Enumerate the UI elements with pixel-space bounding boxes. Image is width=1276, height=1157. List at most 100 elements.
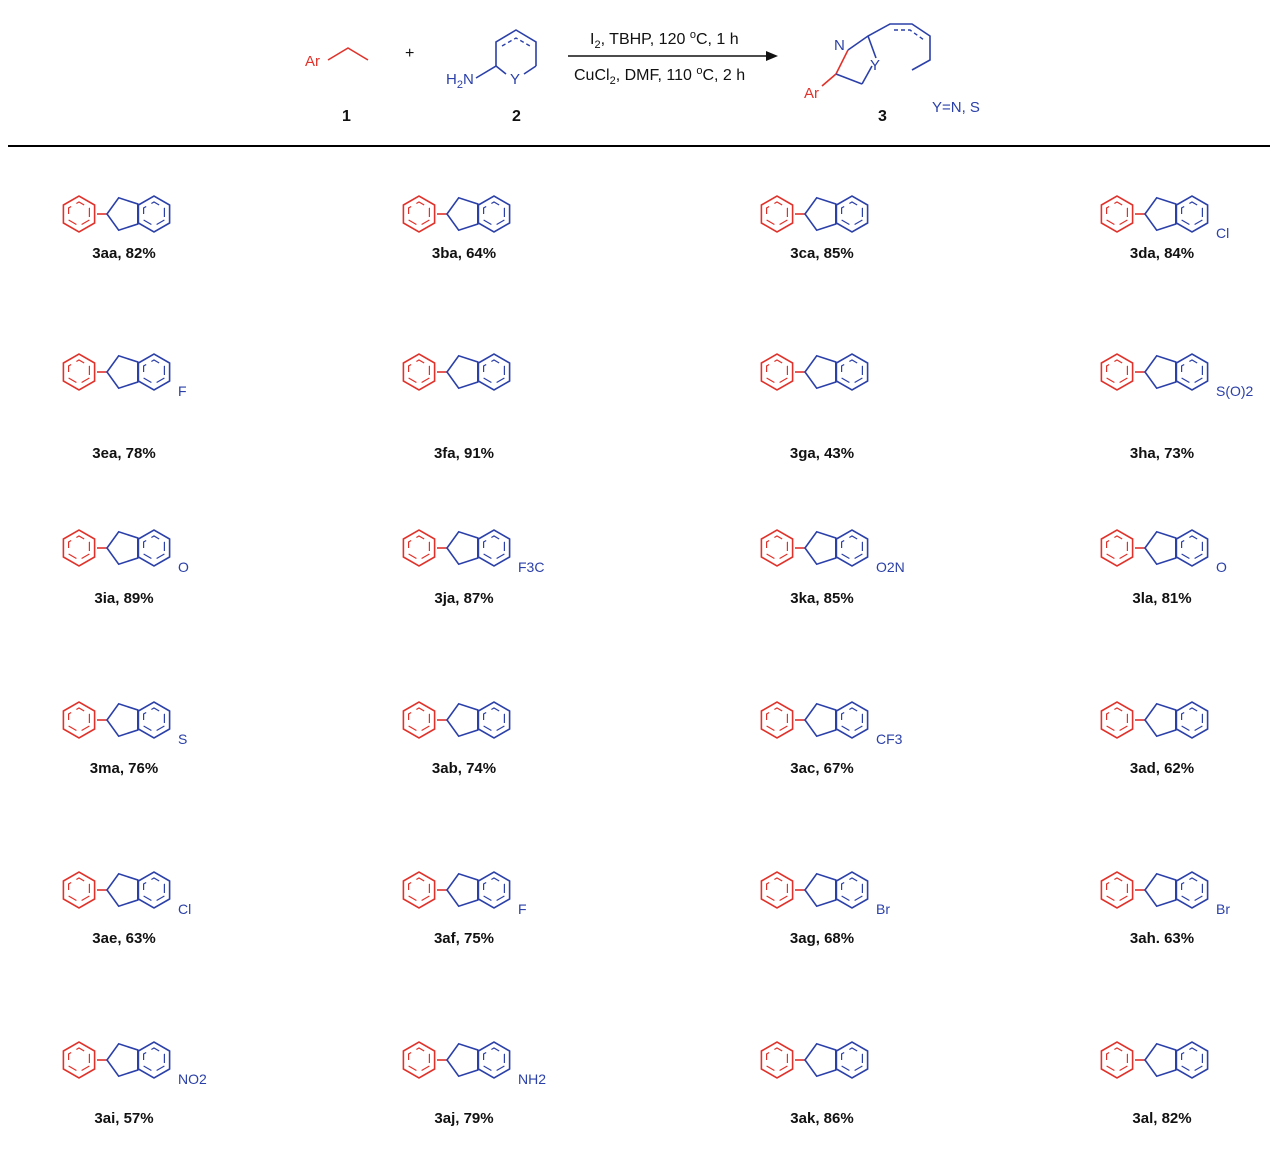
compound-3ia: O 3ia, 89% xyxy=(62,529,189,607)
compound-3ma: S 3ma, 76% xyxy=(62,701,187,777)
azole-ring xyxy=(446,872,479,908)
azole-ring xyxy=(804,530,837,566)
compound-label: 3ag, 68% xyxy=(790,930,854,947)
reaction-scheme: Ar 1 + H2N Y 2 I2, TBHP, 120 oC, 1 h CuC… xyxy=(8,23,1270,147)
compound-3ad: 3ad, 62% xyxy=(1100,701,1209,777)
product-y: Y xyxy=(870,57,880,74)
pyridine-ring xyxy=(477,195,511,233)
product-number: 3 xyxy=(878,108,887,125)
compound-3ba: 3ba, 64% xyxy=(402,195,511,262)
compound-3ag: Br 3ag, 68% xyxy=(760,871,890,947)
aryl-ring xyxy=(760,871,794,909)
substituent-label: F xyxy=(518,901,527,917)
substituent-label: CF3 xyxy=(876,731,903,747)
pyridine-inner-bonds xyxy=(1180,201,1204,227)
pyridine-inner-bonds xyxy=(840,201,864,227)
compound-3ae: Cl 3ae, 63% xyxy=(62,871,191,947)
pyridine-ring xyxy=(137,1041,171,1079)
compound-3la: O 3la, 81% xyxy=(1100,529,1227,607)
aryl-inner-bonds xyxy=(765,1047,789,1073)
aryl-ring xyxy=(62,195,96,233)
plus-sign: + xyxy=(405,45,414,62)
aryl-ring xyxy=(760,195,794,233)
substituent-label: Cl xyxy=(1216,225,1229,241)
compound-label: 3ca, 85% xyxy=(790,245,853,262)
aryl-ring xyxy=(62,701,96,739)
pyridine-inner-bonds xyxy=(1180,1047,1204,1073)
aryl-ring xyxy=(760,701,794,739)
substituent-label: NO2 xyxy=(178,1071,207,1087)
pyridine-ring xyxy=(1175,871,1209,909)
azole-ring xyxy=(1144,530,1177,566)
pyridine-inner-bonds xyxy=(1180,359,1204,385)
pyridine-ring xyxy=(477,529,511,567)
aryl-ring xyxy=(402,701,436,739)
azole-ring xyxy=(106,196,139,232)
pyridine-inner-bonds xyxy=(143,201,165,227)
pyridine-inner-bonds xyxy=(143,359,165,385)
compound-label: 3al, 82% xyxy=(1132,1110,1191,1127)
compound-label: 3ae, 63% xyxy=(92,930,155,947)
pyridine-inner-bonds xyxy=(1180,707,1204,733)
pyridine-inner-bonds xyxy=(1180,535,1204,561)
azole-ring xyxy=(1144,1042,1177,1078)
aryl-ring xyxy=(1100,529,1134,567)
pyridine-inner-bonds xyxy=(483,359,505,385)
aryl-ring xyxy=(1100,195,1134,233)
substituent-label: O xyxy=(1216,559,1227,575)
pyridine-inner-bonds xyxy=(483,535,505,561)
pyridine-ring xyxy=(137,701,171,739)
azole-ring xyxy=(446,196,479,232)
compound-3ga: 3ga, 43% xyxy=(760,353,869,462)
reactant-2-number: 2 xyxy=(512,108,521,125)
aryl-inner-bonds xyxy=(408,707,430,733)
aryl-ring xyxy=(402,1041,436,1079)
pyridine-inner-bonds xyxy=(483,877,505,903)
azole-ring xyxy=(804,354,837,390)
pyridine-inner-bonds xyxy=(840,535,864,561)
pyridine-inner-bonds xyxy=(143,707,165,733)
compound-label: 3ea, 78% xyxy=(92,445,155,462)
pyridine-inner-bonds xyxy=(840,1047,864,1073)
substituent-label: O2N xyxy=(876,559,905,575)
pyridine-ring xyxy=(1175,701,1209,739)
compound-3ea: F 3ea, 78% xyxy=(62,353,187,462)
reactant-2-y: Y xyxy=(510,71,520,88)
substituent-label: S(O)2 xyxy=(1216,383,1254,399)
compound-3ah: Br 3ah. 63% xyxy=(1100,871,1230,947)
product-3: N Y Ar 3 Y=N, S xyxy=(804,23,980,125)
pyridine-ring xyxy=(1175,195,1209,233)
pyridine-inner-bonds xyxy=(143,535,165,561)
reactant-2: H2N Y 2 xyxy=(446,29,537,125)
aryl-inner-bonds xyxy=(408,359,430,385)
pyridine-ring xyxy=(1175,529,1209,567)
product-n: N xyxy=(834,37,845,54)
aryl-ring xyxy=(402,353,436,391)
aryl-ring xyxy=(402,871,436,909)
azole-ring xyxy=(106,1042,139,1078)
reactant-1: Ar 1 xyxy=(305,47,369,125)
substituent-label: F xyxy=(178,383,187,399)
pyridine-inner-bonds xyxy=(1180,877,1204,903)
azole-ring xyxy=(106,530,139,566)
aryl-inner-bonds xyxy=(67,535,91,561)
azole-ring xyxy=(804,702,837,738)
compound-3ab: 3ab, 74% xyxy=(402,701,511,777)
conditions-line-1: I2, TBHP, 120 oC, 1 h xyxy=(590,29,739,51)
pyridine-ring xyxy=(477,701,511,739)
aryl-inner-bonds xyxy=(765,535,789,561)
aryl-inner-bonds xyxy=(765,201,789,227)
pyridine-ring xyxy=(477,1041,511,1079)
azole-ring xyxy=(106,354,139,390)
compound-label: 3ac, 67% xyxy=(790,760,853,777)
aryl-inner-bonds xyxy=(1105,1047,1129,1073)
azole-ring xyxy=(446,530,479,566)
compound-label: 3ia, 89% xyxy=(94,590,153,607)
pyridine-ring xyxy=(137,195,171,233)
pyridine-ring xyxy=(835,195,869,233)
compound-3ac: CF3 3ac, 67% xyxy=(760,701,903,777)
pyridine-ring xyxy=(1175,353,1209,391)
aryl-inner-bonds xyxy=(1105,359,1129,385)
compound-label: 3fa, 91% xyxy=(434,445,494,462)
aryl-ring xyxy=(1100,353,1134,391)
